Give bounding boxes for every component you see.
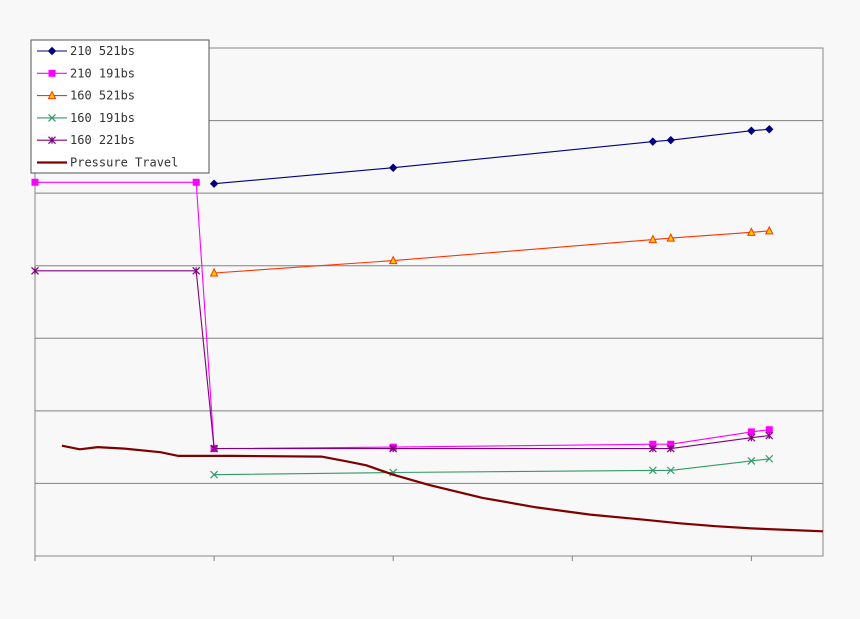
series-line — [214, 230, 770, 274]
star-marker — [31, 266, 39, 275]
series-3 — [210, 454, 774, 479]
series-line — [35, 181, 770, 450]
gridlines — [35, 120, 823, 484]
square-marker — [31, 178, 39, 186]
legend-entry: 210 521bs — [37, 44, 135, 58]
series-4 — [31, 266, 774, 453]
triangle-marker — [47, 90, 57, 100]
star-marker — [648, 444, 657, 453]
x-marker — [666, 466, 675, 475]
star-marker — [192, 266, 201, 275]
legend: 210 521bs 210 191bs 160 521bs 160 191bs 160 … — [30, 39, 210, 174]
square-marker — [747, 428, 755, 436]
x-axis-ticks — [34, 556, 752, 561]
legend-label: 160 221bs — [70, 133, 135, 147]
x-marker — [210, 470, 219, 479]
legend-entry: 210 191bs — [37, 66, 135, 80]
square-marker — [48, 69, 56, 77]
series-line — [61, 444, 824, 533]
legend-entry: 160 521bs — [37, 89, 135, 103]
diamond-marker — [47, 46, 57, 56]
diamond-marker — [765, 125, 774, 134]
series-0 — [209, 125, 774, 188]
triangle-marker — [747, 227, 756, 236]
triangle-marker — [388, 255, 398, 265]
triangle-marker — [648, 234, 658, 244]
legend-entry: Pressure Travel — [37, 156, 178, 170]
x-marker — [48, 113, 56, 122]
square-marker — [667, 440, 675, 448]
legend-label: 160 521bs — [70, 89, 135, 103]
square-marker — [649, 440, 657, 448]
legend-label: 210 521bs — [70, 44, 135, 58]
star-marker — [666, 444, 675, 453]
series-5 — [61, 444, 824, 533]
star-marker — [389, 444, 398, 453]
star-marker — [210, 444, 219, 453]
legend-label: 160 191bs — [70, 111, 135, 125]
star-marker — [747, 433, 756, 442]
triangle-marker — [666, 233, 676, 242]
diamond-marker — [648, 137, 658, 146]
diamond-marker — [747, 126, 756, 135]
triangle-marker — [209, 267, 219, 277]
x-marker — [648, 466, 657, 475]
star-marker — [48, 136, 56, 145]
legend-box — [30, 39, 210, 174]
legend-entry: 160 191bs — [37, 111, 135, 125]
series-line — [35, 270, 770, 450]
legend-entry: 160 221bs — [37, 133, 135, 147]
series-layer — [31, 125, 824, 533]
square-marker — [765, 426, 773, 434]
diamond-marker — [666, 135, 675, 145]
star-marker — [765, 431, 774, 440]
x-marker — [747, 457, 756, 465]
x-marker — [765, 454, 774, 463]
series-2 — [209, 225, 774, 277]
triangle-marker — [764, 225, 774, 235]
series-line — [214, 458, 770, 476]
square-marker — [192, 178, 200, 186]
legend-label: 210 191bs — [70, 66, 135, 80]
diamond-marker — [388, 163, 398, 172]
diamond-marker — [209, 179, 219, 188]
legend-label: Pressure Travel — [70, 156, 178, 170]
